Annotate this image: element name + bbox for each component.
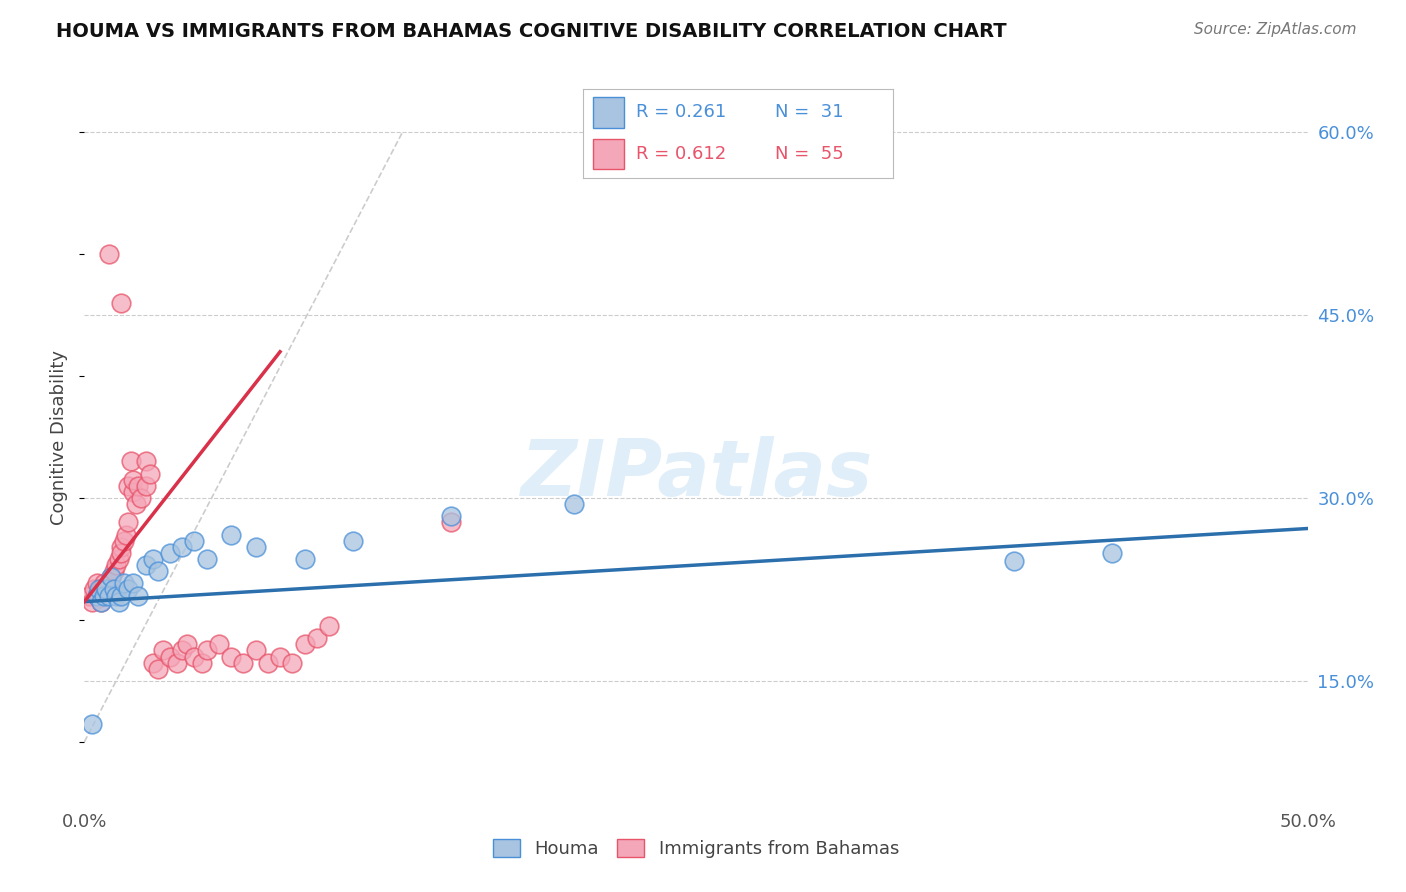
Point: [318, 619, 340, 633]
Point: [294, 637, 316, 651]
Point: [110, 589, 132, 603]
Point: [117, 479, 139, 493]
Legend: Houma, Immigrants from Bahamas: Houma, Immigrants from Bahamas: [484, 830, 908, 867]
Point: [122, 576, 145, 591]
Point: [86, 589, 108, 603]
Point: [142, 656, 165, 670]
Point: [107, 552, 129, 566]
Point: [245, 643, 267, 657]
Point: [97, 576, 120, 591]
Point: [191, 656, 214, 670]
Point: [97, 247, 120, 261]
FancyBboxPatch shape: [593, 97, 624, 128]
Text: N =  55: N = 55: [775, 145, 844, 163]
Point: [135, 558, 157, 573]
Point: [103, 564, 125, 578]
Point: [120, 454, 142, 468]
Point: [172, 540, 194, 554]
Text: R = 0.612: R = 0.612: [636, 145, 727, 163]
Text: N =  31: N = 31: [775, 103, 844, 121]
Point: [176, 637, 198, 651]
Point: [146, 564, 169, 578]
Point: [110, 546, 132, 560]
Point: [117, 582, 139, 597]
Point: [93, 586, 115, 600]
Point: [80, 716, 103, 731]
Text: ZIPatlas: ZIPatlas: [520, 435, 872, 512]
Point: [183, 533, 205, 548]
Point: [86, 576, 108, 591]
Point: [125, 497, 148, 511]
Point: [127, 589, 149, 603]
Point: [232, 656, 254, 670]
Point: [105, 558, 128, 573]
Point: [110, 296, 132, 310]
Point: [87, 591, 110, 605]
Point: [208, 637, 231, 651]
Point: [80, 594, 103, 608]
Point: [152, 643, 174, 657]
Point: [159, 649, 181, 664]
Point: [90, 582, 112, 597]
Point: [96, 582, 118, 597]
Point: [159, 546, 181, 560]
Point: [281, 656, 304, 670]
Point: [110, 540, 132, 554]
Point: [122, 473, 145, 487]
Point: [440, 509, 463, 524]
Point: [90, 594, 112, 608]
Point: [87, 582, 110, 597]
FancyBboxPatch shape: [593, 139, 624, 169]
Point: [294, 552, 316, 566]
Point: [103, 582, 125, 597]
Point: [440, 516, 463, 530]
Point: [105, 589, 128, 603]
Point: [100, 570, 122, 584]
Point: [112, 533, 135, 548]
Point: [562, 497, 585, 511]
Point: [142, 552, 165, 566]
Point: [195, 552, 218, 566]
Point: [86, 589, 108, 603]
Point: [305, 632, 328, 646]
Point: [1101, 546, 1123, 560]
Point: [219, 527, 242, 541]
Point: [93, 576, 115, 591]
Point: [129, 491, 152, 505]
Point: [1002, 554, 1025, 568]
Point: [117, 516, 139, 530]
Point: [90, 594, 112, 608]
Point: [342, 533, 364, 548]
Point: [93, 589, 115, 603]
Point: [122, 485, 145, 500]
Point: [139, 467, 162, 481]
Point: [172, 643, 194, 657]
Point: [77, 589, 100, 603]
Point: [96, 582, 118, 597]
Text: HOUMA VS IMMIGRANTS FROM BAHAMAS COGNITIVE DISABILITY CORRELATION CHART: HOUMA VS IMMIGRANTS FROM BAHAMAS COGNITI…: [56, 22, 1007, 41]
Point: [166, 656, 188, 670]
Point: [195, 643, 218, 657]
Point: [245, 540, 267, 554]
Point: [127, 479, 149, 493]
Point: [269, 649, 291, 664]
Point: [115, 527, 138, 541]
Point: [183, 649, 205, 664]
Point: [146, 662, 169, 676]
Point: [97, 579, 120, 593]
Point: [219, 649, 242, 664]
Point: [112, 576, 135, 591]
Point: [100, 570, 122, 584]
Point: [107, 594, 129, 608]
Point: [135, 454, 157, 468]
Text: Source: ZipAtlas.com: Source: ZipAtlas.com: [1194, 22, 1357, 37]
Point: [257, 656, 280, 670]
Text: R = 0.261: R = 0.261: [636, 103, 727, 121]
Y-axis label: Cognitive Disability: Cognitive Disability: [51, 350, 69, 524]
Point: [83, 582, 105, 597]
Point: [97, 589, 120, 603]
Point: [135, 479, 157, 493]
